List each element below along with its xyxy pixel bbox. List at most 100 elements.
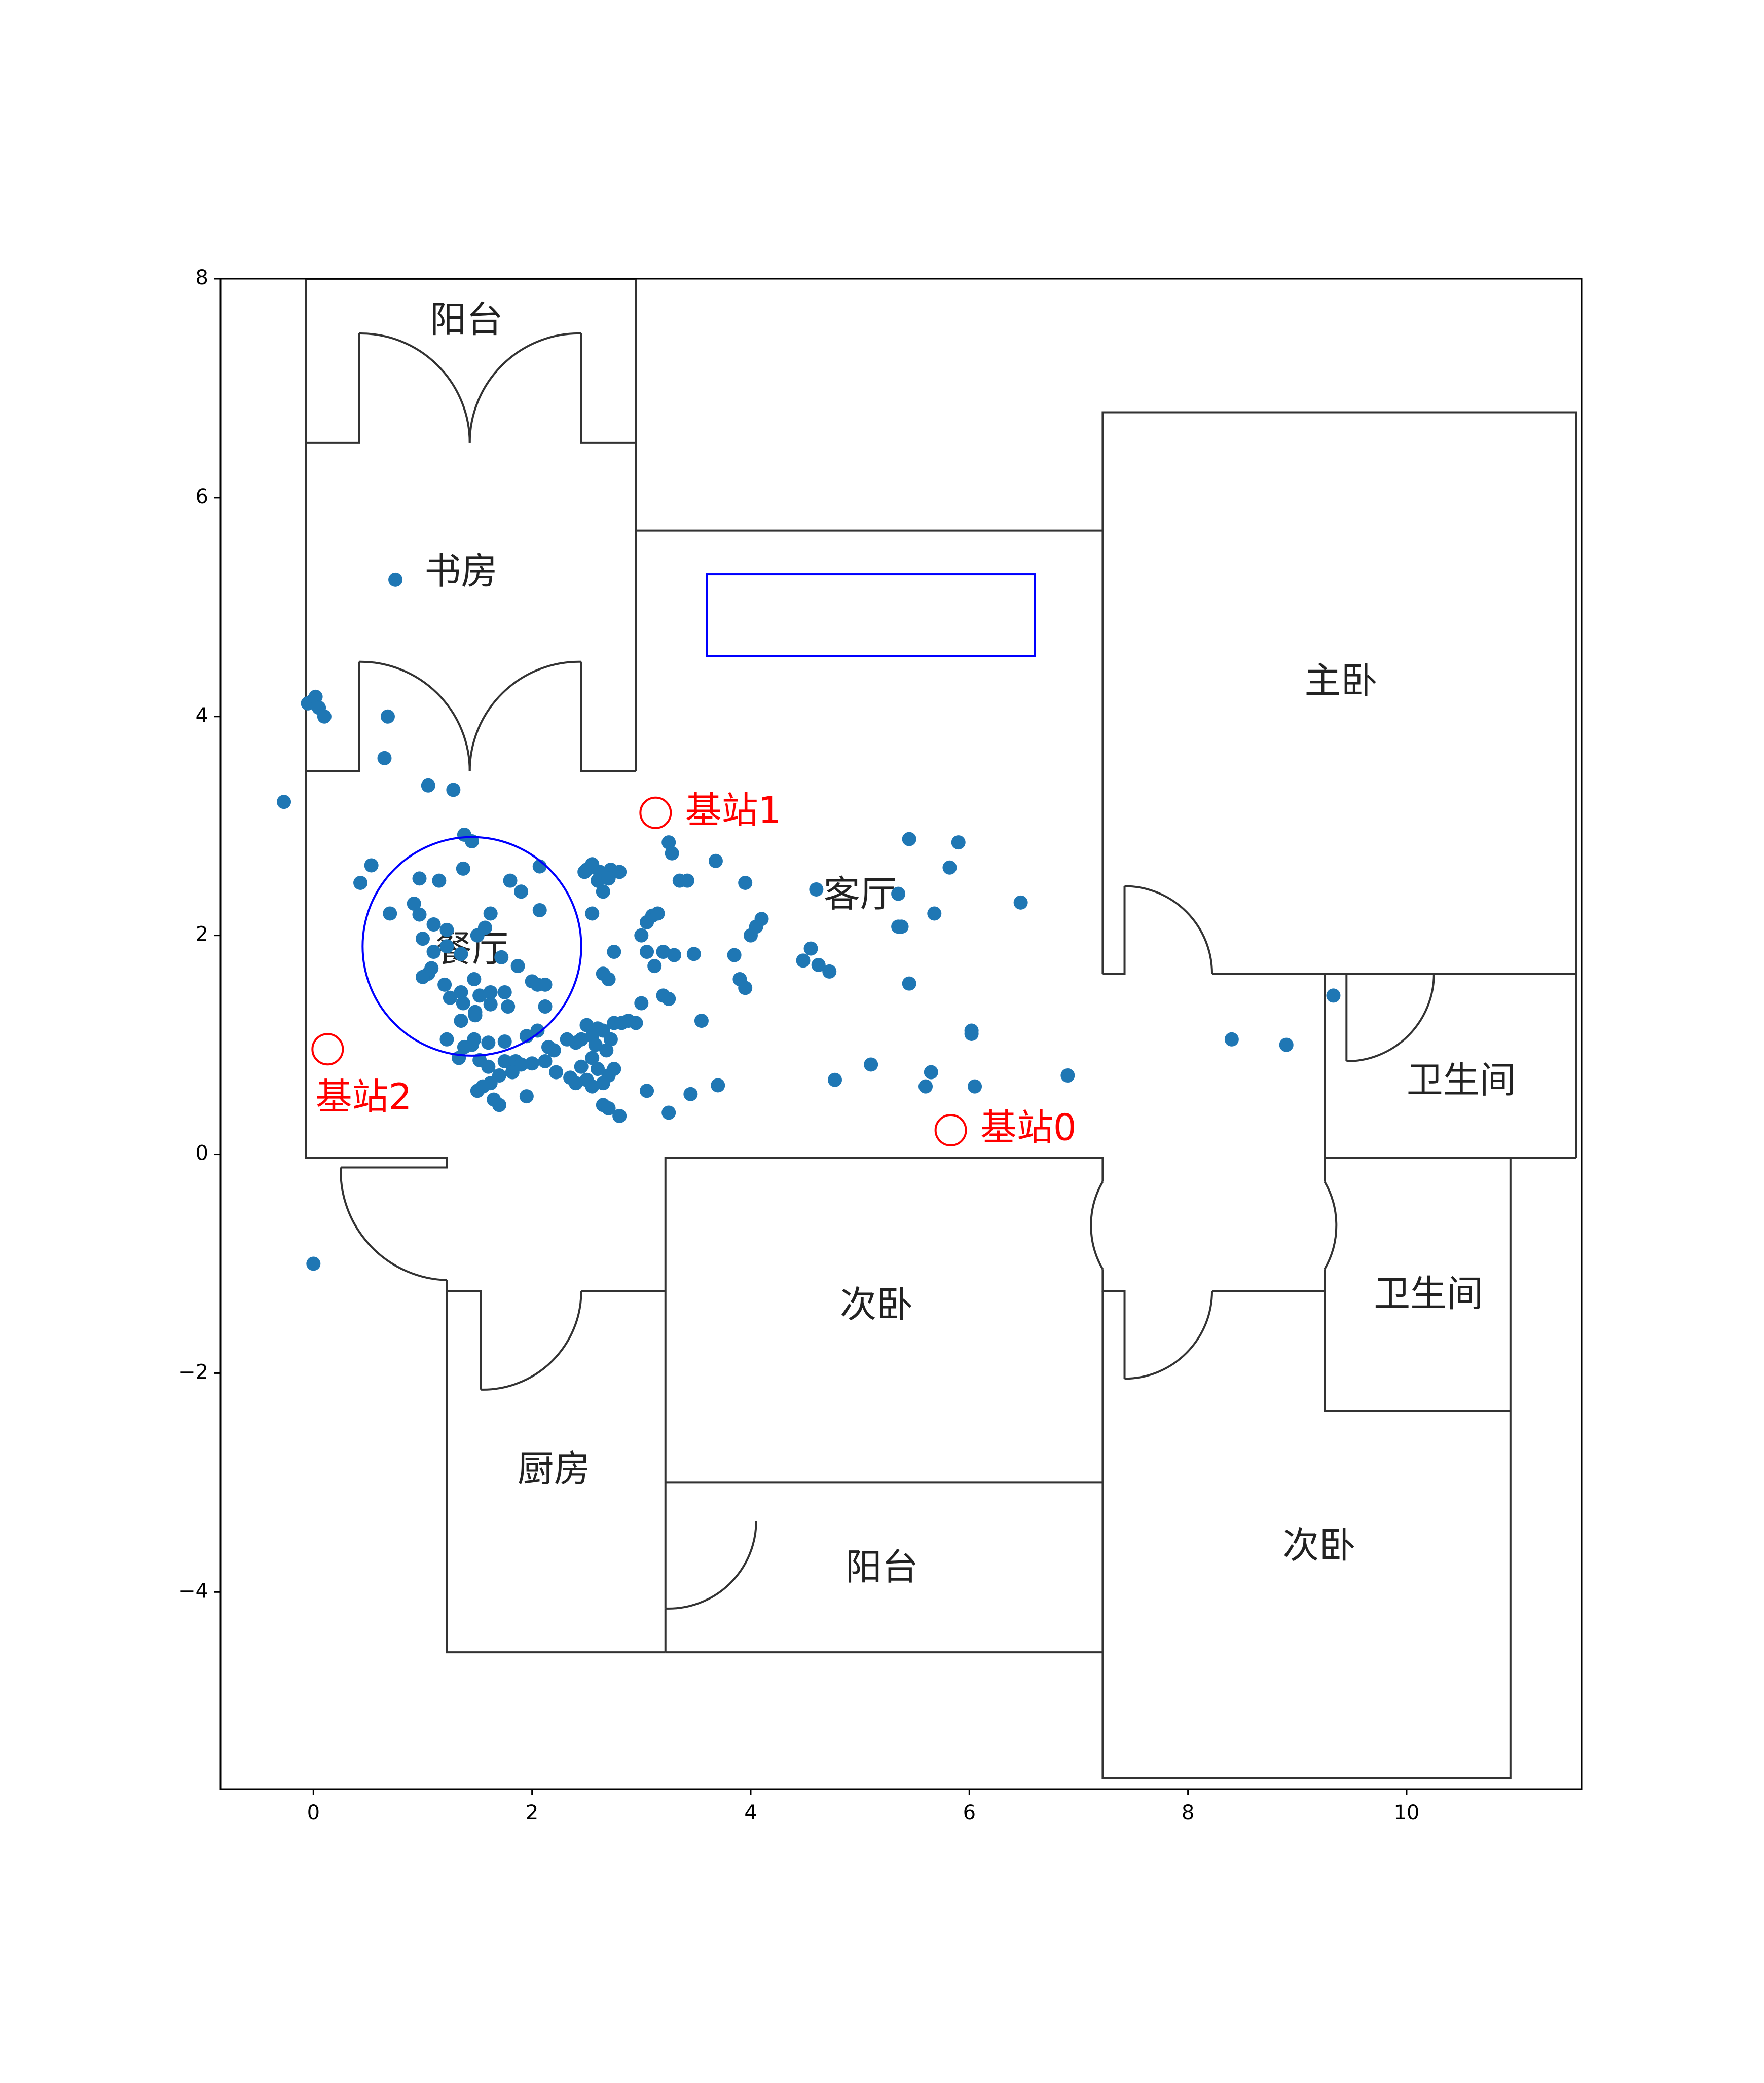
study-door-right-icon xyxy=(468,660,581,771)
room-label: 次卧 xyxy=(1282,1524,1355,1567)
balcony-door-left-icon xyxy=(359,332,471,443)
base-station-marker xyxy=(934,1114,967,1147)
data-point xyxy=(577,865,592,879)
data-point xyxy=(501,999,516,1014)
y-tick-label: 4 xyxy=(196,704,208,727)
bedroom3-door-jamb xyxy=(1101,1269,1126,1379)
data-point xyxy=(599,1043,614,1058)
x-tick-label: 4 xyxy=(744,1801,757,1825)
data-point xyxy=(532,903,547,917)
data-point xyxy=(519,1089,534,1104)
data-point xyxy=(809,882,824,897)
data-point xyxy=(456,861,470,876)
master-door-jamb xyxy=(1102,886,1126,975)
study-right-jamb xyxy=(580,661,636,772)
bedroom3-door-icon xyxy=(1124,1291,1214,1380)
balcony2-door-icon xyxy=(665,1520,757,1610)
data-point xyxy=(694,1014,709,1028)
data-point xyxy=(546,1043,561,1058)
data-point xyxy=(927,906,942,921)
data-point xyxy=(918,1079,933,1094)
base-station-label: 基站0 xyxy=(980,1106,1077,1149)
data-point xyxy=(640,945,654,959)
data-point xyxy=(443,990,457,1005)
y-axis-ticks: −4 −2 0 2 4 6 8 xyxy=(178,266,220,1603)
base-station-label: 基站1 xyxy=(685,789,782,831)
data-point xyxy=(454,985,468,999)
data-point xyxy=(483,985,498,999)
data-point xyxy=(432,873,447,888)
data-point xyxy=(796,953,811,968)
y-tick-label: 2 xyxy=(196,923,208,946)
data-point xyxy=(380,709,395,724)
data-point xyxy=(754,912,769,926)
room-label: 主卧 xyxy=(1305,659,1378,702)
data-point xyxy=(574,1059,589,1074)
data-point xyxy=(650,906,665,921)
data-point xyxy=(585,1051,600,1065)
balcony-door-right-icon xyxy=(468,332,581,443)
data-point xyxy=(568,1076,583,1091)
base-station-label: 基站2 xyxy=(316,1075,412,1118)
data-point xyxy=(864,1057,878,1072)
balcony-top-left-jamb xyxy=(306,333,360,444)
data-point xyxy=(525,1056,539,1071)
data-point xyxy=(603,1032,618,1047)
data-point xyxy=(738,876,753,890)
data-point xyxy=(530,1023,545,1038)
y-tick-label: −4 xyxy=(178,1579,208,1603)
room-label: 次卧 xyxy=(840,1283,913,1326)
data-point xyxy=(481,1059,496,1074)
data-point xyxy=(510,959,525,974)
x-tick-label: 8 xyxy=(1182,1801,1194,1825)
data-point xyxy=(470,1084,485,1098)
data-point xyxy=(964,1027,979,1041)
blue-circle-marker xyxy=(361,836,582,1057)
room-label: 客厅 xyxy=(824,873,897,915)
data-point xyxy=(306,1256,321,1271)
data-point xyxy=(439,1032,454,1047)
data-point xyxy=(711,1078,725,1093)
data-point xyxy=(415,970,430,984)
y-tick-label: −2 xyxy=(178,1360,208,1384)
data-point xyxy=(383,906,397,921)
base-stations: 基站0 基站1 基站2 xyxy=(311,789,1077,1149)
data-point xyxy=(686,947,701,961)
data-point xyxy=(538,999,553,1014)
data-point xyxy=(483,906,498,921)
data-point xyxy=(607,945,621,959)
data-point xyxy=(407,897,421,911)
data-point xyxy=(612,865,627,879)
data-point xyxy=(612,1108,627,1123)
data-point xyxy=(1060,1068,1075,1083)
data-point xyxy=(585,906,600,921)
study-door-left-icon xyxy=(359,660,471,771)
data-point xyxy=(477,920,492,935)
room-label: 卫生间 xyxy=(1374,1272,1483,1315)
bedroom2-wall xyxy=(664,1157,1104,1521)
data-point xyxy=(822,964,837,979)
entrance-door-icon xyxy=(340,1167,447,1281)
data-point xyxy=(601,972,616,987)
data-point xyxy=(1013,895,1028,910)
data-point xyxy=(894,919,909,934)
data-point xyxy=(457,1039,471,1054)
data-point xyxy=(426,917,441,932)
data-point xyxy=(811,957,826,972)
data-point xyxy=(951,835,966,850)
data-point xyxy=(439,922,454,937)
data-point xyxy=(662,1105,676,1120)
data-point xyxy=(683,1087,698,1101)
data-point xyxy=(665,846,679,861)
room-label: 阳台 xyxy=(846,1546,918,1588)
data-point xyxy=(607,1062,621,1076)
data-point xyxy=(634,996,649,1011)
data-point xyxy=(647,959,662,974)
data-point xyxy=(924,1065,938,1080)
study-left-jamb xyxy=(306,661,360,772)
data-point xyxy=(483,997,498,1012)
data-point xyxy=(538,977,553,992)
data-point xyxy=(708,853,723,868)
